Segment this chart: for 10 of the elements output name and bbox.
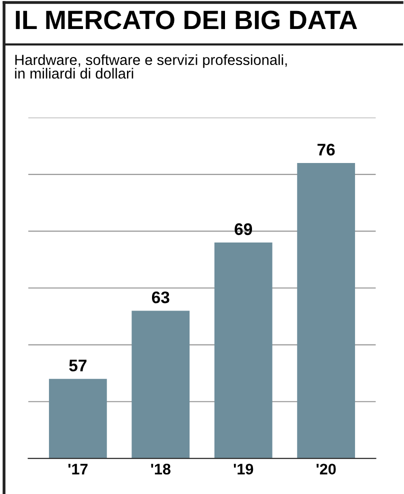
x-tick-label: '19 — [234, 464, 254, 475]
x-tick-label: '20 — [316, 464, 336, 475]
data-label: 69 — [234, 223, 252, 236]
data-label: 76 — [318, 144, 335, 156]
x-tick-label: '17 — [68, 464, 88, 474]
data-label: 63 — [152, 291, 170, 304]
chart-subtitle: Hardware, software e servizi professionali, in miliardi di dollari — [15, 54, 287, 79]
data-label: 57 — [69, 360, 86, 372]
x-tick-label: '18 — [151, 464, 170, 475]
chart-title: IL MERCATO DEI BIG DATA — [16, 10, 358, 30]
